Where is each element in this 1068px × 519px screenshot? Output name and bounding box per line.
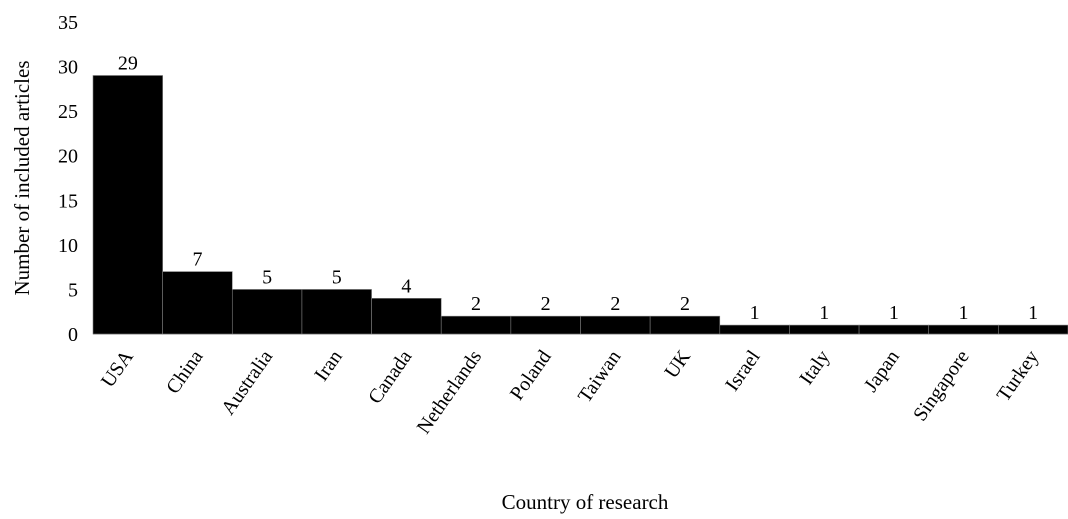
x-tick-label-japan: Japan: [860, 346, 904, 396]
x-tick-label-canada: Canada: [364, 346, 416, 408]
x-axis-title: Country of research: [502, 490, 669, 514]
x-tick-label-usa: USA: [97, 346, 138, 392]
data-label-netherlands: 2: [471, 293, 481, 315]
x-tick-label-turkey: Turkey: [993, 346, 1044, 405]
x-tick-label-israel: Israel: [721, 346, 765, 395]
x-tick-label-taiwan: Taiwan: [574, 346, 626, 407]
y-tick-label: 10: [58, 235, 78, 257]
bar-poland: [510, 315, 581, 335]
bar-italy: [789, 324, 860, 335]
y-tick-label: 5: [68, 279, 78, 301]
y-tick-label: 30: [58, 57, 78, 79]
bar-china: [162, 271, 233, 335]
data-label-singapore: 1: [959, 302, 969, 324]
bar-canada: [371, 298, 442, 335]
data-label-taiwan: 2: [610, 293, 620, 315]
x-tick-label-china: China: [162, 346, 207, 398]
x-tick-label-poland: Poland: [506, 346, 556, 404]
y-axis-ticks: 0 5 10 15 20 25 30 35: [58, 12, 78, 346]
x-tick-label-iran: Iran: [310, 346, 346, 385]
x-tick-label-singapore: Singapore: [909, 346, 974, 425]
y-tick-label: 0: [68, 324, 78, 346]
data-label-uk: 2: [680, 293, 690, 315]
bars: [92, 75, 1068, 335]
x-tick-label-netherlands: Netherlands: [413, 346, 487, 438]
bar-australia: [231, 289, 303, 335]
x-tick-label-italy: Italy: [795, 346, 834, 389]
y-axis-title: Number of included articles: [10, 61, 34, 296]
data-label-japan: 1: [889, 302, 899, 324]
x-tick-label-australia: Australia: [217, 346, 277, 419]
data-label-poland: 2: [541, 293, 551, 315]
bar-netherlands: [440, 315, 512, 335]
data-label-canada: 4: [401, 275, 411, 297]
bar-uk: [649, 315, 721, 335]
data-label-china: 7: [192, 249, 202, 271]
bar-iran: [301, 289, 372, 335]
bar-usa: [92, 75, 163, 335]
x-tick-label-uk: UK: [660, 346, 695, 383]
data-label-australia: 5: [262, 266, 272, 288]
data-label-iran: 5: [332, 266, 342, 288]
bar-japan: [858, 324, 930, 335]
data-labels: 29 7 5 5 4 2 2 2 2 1 1 1 1 1: [118, 52, 1038, 324]
bar-taiwan: [580, 315, 651, 335]
data-label-italy: 1: [819, 302, 829, 324]
y-tick-label: 15: [58, 190, 78, 212]
data-label-usa: 29: [118, 52, 138, 74]
bar-turkey: [998, 324, 1068, 335]
data-label-turkey: 1: [1028, 302, 1038, 324]
y-tick-label: 20: [58, 146, 78, 168]
bar-israel: [719, 324, 790, 335]
y-tick-label: 25: [58, 101, 78, 123]
data-label-israel: 1: [750, 302, 760, 324]
bar-singapore: [928, 324, 999, 335]
y-tick-label: 35: [58, 12, 78, 34]
